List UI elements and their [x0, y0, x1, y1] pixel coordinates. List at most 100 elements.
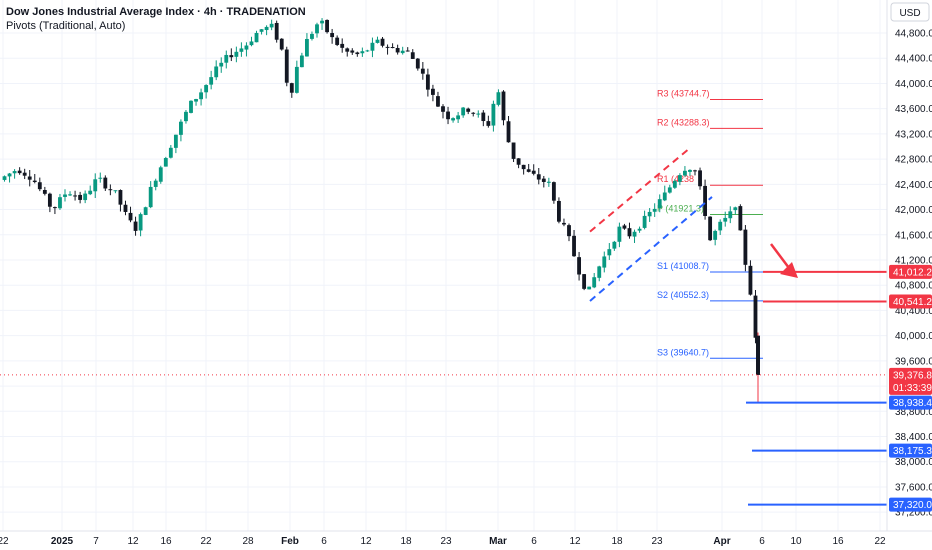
- y-tick-label: 40,800.0: [895, 281, 932, 292]
- candle-body: [108, 189, 113, 191]
- levels-layer: [746, 270, 887, 506]
- candle-body: [370, 42, 375, 51]
- candle-body: [728, 211, 733, 219]
- candle-body: [375, 39, 380, 43]
- candle-body: [153, 180, 158, 187]
- chart-legend: Dow Jones Industrial Average Index · 4h …: [6, 5, 306, 33]
- candle-body: [693, 170, 697, 172]
- candle-body: [320, 20, 324, 24]
- candle-body: [446, 111, 450, 120]
- y-tick-label: 37,600.0: [895, 482, 932, 493]
- candle-body: [305, 38, 309, 57]
- candle-body: [632, 231, 637, 237]
- y-tick-label: 41,600.0: [895, 230, 932, 241]
- candle-body: [567, 225, 571, 237]
- candle-body: [259, 29, 264, 32]
- candle-body: [47, 193, 52, 207]
- y-tick-label: 39,600.0: [895, 356, 932, 367]
- pivot-label: P (41921.3): [657, 204, 704, 214]
- candle-body: [441, 106, 445, 112]
- x-tick-label: 12: [569, 536, 581, 547]
- y-tick-label: 38,400.0: [895, 432, 932, 443]
- y-tick-label: 43,600.0: [895, 104, 932, 115]
- x-tick-label: 16: [160, 536, 172, 547]
- candle-body: [541, 178, 546, 182]
- y-tick-label: 40,000.0: [895, 331, 932, 342]
- candle-body: [718, 221, 723, 231]
- y-tick-label: 42,800.0: [895, 155, 932, 166]
- currency-button[interactable]: [890, 2, 930, 22]
- candle-body: [289, 83, 294, 93]
- candle-body: [612, 241, 617, 249]
- pivot-label: R2 (43288.3): [657, 117, 710, 127]
- candle-body: [647, 211, 652, 217]
- x-tick-label: Feb: [281, 536, 299, 547]
- level-price-tag: [889, 497, 932, 512]
- x-tick-label: Mar: [489, 536, 507, 547]
- level-price-tag: [889, 264, 932, 279]
- candle-body: [637, 228, 642, 231]
- candle-body: [400, 50, 405, 54]
- candle-body: [148, 186, 153, 208]
- pivot-label: S3 (39640.7): [657, 347, 709, 357]
- candle-body: [713, 230, 718, 240]
- symbol-title[interactable]: Dow Jones Industrial Average Index · 4h …: [6, 6, 306, 18]
- candle-body: [516, 158, 521, 165]
- x-tick-label: 7: [93, 536, 99, 547]
- candle-body: [592, 277, 597, 288]
- candle-body: [103, 177, 108, 189]
- pivot-label: R3 (43744.7): [657, 89, 710, 99]
- x-tick-label: 6: [759, 536, 765, 547]
- price-tags: 41,012.2 40,541.2 38,938.4 38,175.3 37,320.0…: [889, 264, 932, 512]
- candle-body: [199, 92, 203, 100]
- candle-body: [501, 91, 506, 121]
- candle-body: [683, 170, 687, 176]
- level-price-tag-text: 37,320.0: [893, 500, 932, 511]
- candle-body: [209, 77, 214, 85]
- candle-body: [521, 164, 526, 170]
- candle-body: [627, 228, 632, 237]
- candle-body: [254, 32, 259, 43]
- time-axis[interactable]: 22 2025 7 12 16 22 28 Feb 6 12 18 23 Mar 6 12 18 23 Apr 6 1…: [0, 536, 886, 547]
- candle-body: [224, 54, 229, 63]
- candle-body: [491, 103, 496, 126]
- candle-body: [128, 212, 133, 221]
- candle-body: [667, 187, 672, 193]
- candle-body: [451, 118, 455, 121]
- candle-body: [189, 100, 193, 113]
- candle-body: [738, 206, 743, 231]
- candle-body: [405, 50, 410, 52]
- x-tick-label: 22: [200, 536, 212, 547]
- candle-body: [330, 33, 335, 38]
- candle-body: [526, 169, 531, 172]
- candle-body: [677, 175, 682, 182]
- x-tick-label: 18: [611, 536, 623, 547]
- candle-body: [390, 47, 395, 49]
- candle-body: [466, 108, 471, 112]
- x-tick-label: 12: [360, 536, 372, 547]
- indicator-title[interactable]: Pivots (Traditional, Auto): [6, 20, 126, 32]
- candle-body: [582, 274, 587, 289]
- x-tick-label: 12: [127, 536, 139, 547]
- y-tick-label: 43,200.0: [895, 129, 932, 140]
- candle-body: [274, 22, 279, 40]
- candle-body: [345, 48, 350, 52]
- grid-layer: [0, 0, 887, 531]
- candle-body: [652, 208, 657, 212]
- candle-body: [179, 121, 183, 135]
- candle-body: [642, 215, 647, 228]
- candle-body: [622, 225, 627, 229]
- pivot-layer: R3 (43744.7) R2 (43288.3) R1 (4238 P (41921…: [657, 89, 763, 359]
- candle-body: [204, 85, 209, 93]
- candle-body: [315, 24, 319, 34]
- candle-body: [138, 214, 143, 231]
- candle-body: [325, 19, 329, 33]
- candle-body: [733, 207, 738, 211]
- x-tick-label: 2025: [51, 536, 74, 547]
- candle-body: [602, 256, 607, 268]
- y-tick-label: 38,800.0: [895, 407, 932, 418]
- candle-body: [42, 190, 47, 194]
- x-tick-label: 6: [321, 536, 327, 547]
- candle-body: [486, 121, 491, 126]
